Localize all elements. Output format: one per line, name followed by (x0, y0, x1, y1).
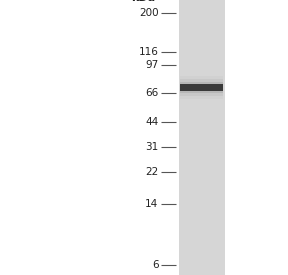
Text: 66: 66 (145, 88, 158, 98)
Text: 22: 22 (145, 167, 158, 177)
Text: 200: 200 (139, 8, 158, 18)
Text: 6: 6 (152, 260, 158, 270)
Text: 116: 116 (139, 47, 158, 57)
Bar (180, 76, 223, 99)
Text: 97: 97 (145, 60, 158, 70)
Text: 31: 31 (145, 142, 158, 152)
Text: 14: 14 (145, 199, 158, 209)
Text: 44: 44 (145, 117, 158, 127)
Bar (179, 0, 225, 275)
Bar (180, 84, 223, 91)
Bar (180, 79, 223, 96)
Text: kDa: kDa (131, 0, 156, 3)
Bar (180, 82, 223, 93)
